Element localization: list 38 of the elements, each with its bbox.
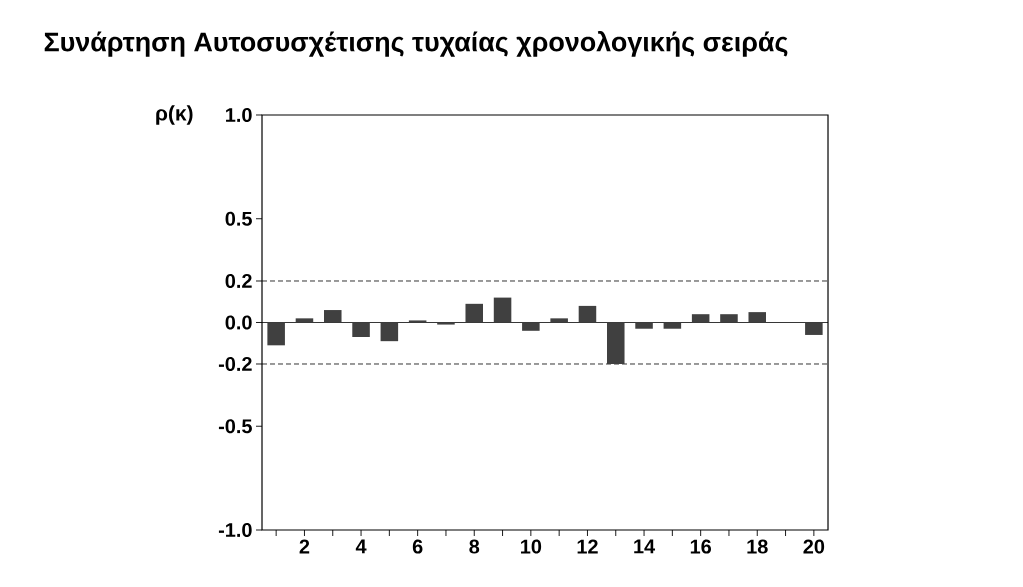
- x-tick-label: 8: [469, 539, 480, 554]
- bar: [408, 320, 427, 323]
- x-tick-label: 16: [690, 539, 712, 554]
- y-tick-label: 0.2: [225, 273, 252, 289]
- bar: [663, 322, 682, 329]
- bar: [295, 318, 314, 323]
- bar: [720, 314, 738, 323]
- y-tick-label: 1.0: [226, 107, 252, 123]
- x-tick-label: 14: [634, 539, 656, 554]
- y-tick-label: -0.5: [218, 419, 252, 434]
- bar: [635, 322, 653, 329]
- x-tick-label: 12: [577, 539, 598, 554]
- bar: [465, 303, 484, 323]
- bar: [267, 322, 285, 346]
- bar: [550, 318, 568, 323]
- x-tick-label: 10: [521, 539, 542, 554]
- chart-title: Συνάρτηση Αυτοσυσχέτισης τυχαίας χρονολογικής σειράς: [44, 31, 788, 57]
- bar: [352, 322, 370, 338]
- y-tick-label: -0.2: [218, 356, 252, 372]
- bar: [748, 312, 767, 323]
- x-tick-label: 20: [803, 539, 825, 554]
- x-tick-label: 18: [747, 539, 768, 554]
- y-axis-title: ρ(κ): [156, 105, 193, 125]
- bar: [578, 305, 597, 323]
- bar: [691, 314, 710, 323]
- y-tick-label: -1.0: [218, 522, 252, 538]
- bar: [522, 322, 540, 331]
- x-tick-label: 2: [299, 539, 310, 554]
- x-tick-label: 6: [412, 539, 423, 554]
- y-tick-label: 0.5: [225, 211, 252, 226]
- x-tick-label: 4: [355, 539, 367, 554]
- bar: [805, 322, 823, 335]
- bar: [323, 310, 342, 323]
- bar: [493, 297, 512, 323]
- bar: [606, 322, 625, 364]
- y-tick-label: 0.0: [225, 315, 252, 330]
- bar: [437, 322, 455, 325]
- bar: [380, 322, 399, 342]
